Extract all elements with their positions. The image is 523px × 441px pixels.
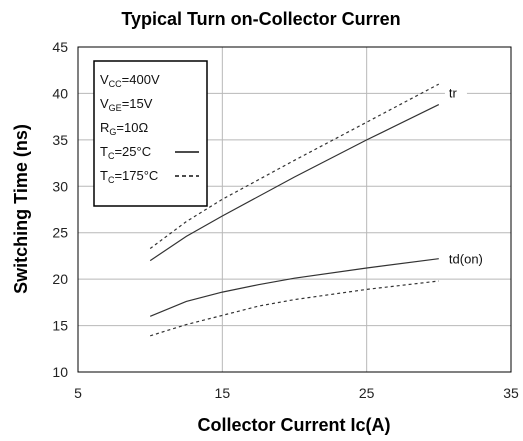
x-tick-label: 25 [359,385,375,401]
x-tick-label: 15 [215,385,231,401]
y-tick-label: 35 [52,132,68,148]
series-labels: tr td(on) [444,84,495,268]
legend: VCC=400V VGE=15V RG=10Ω TC=25°C TC=175°C [93,60,208,207]
series-label: td(on) [449,252,483,267]
y-tick-label: 10 [52,364,68,380]
y-tick-label: 45 [52,39,68,55]
plot-area [77,46,512,373]
series-label-bg [444,84,467,102]
series-line-tdon-solid [149,258,439,317]
series-line-tr-solid [149,104,440,262]
tick-labels: 5 15 25 35 10 15 20 25 30 35 40 45 [52,39,519,401]
series-label: tr [449,86,458,101]
legend-box [93,60,208,207]
legend-text: RG=10Ω [100,120,148,137]
series-lines [149,83,440,337]
series-label-bg [444,250,495,268]
x-tick-label: 5 [74,385,82,401]
y-axis-label: Switching Time (ns) [11,124,31,294]
legend-text: VGE=15V [100,96,153,113]
legend-text: TC=25°C [100,144,151,161]
chart-title: Typical Turn on-Collector Curren [121,9,400,29]
x-tick-label: 35 [503,385,519,401]
series-line-tr-dashed [149,83,440,249]
y-tick-label: 30 [52,178,68,194]
y-tick-label: 40 [52,85,68,101]
y-tick-label: 15 [52,318,68,334]
legend-text: VCC=400V [100,72,160,89]
y-tick-label: 20 [52,271,68,287]
y-tick-label: 25 [52,225,68,241]
series-line-tdon-dashed [150,280,439,337]
x-axis-label: Collector Current Ic(A) [197,415,390,435]
legend-text: TC=175°C [100,168,158,185]
